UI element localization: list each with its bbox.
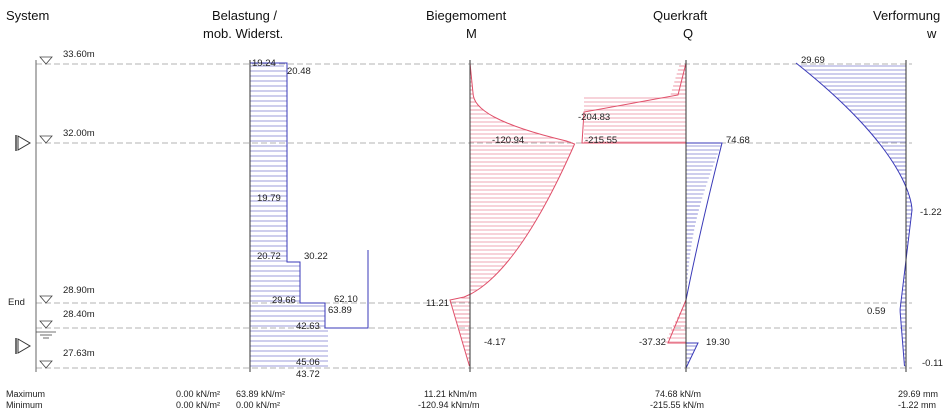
- level-label: 28.90m: [63, 285, 95, 296]
- load-value: 45.06: [296, 357, 320, 368]
- deform-curve: [795, 62, 913, 367]
- maximum-label: Maximum: [6, 389, 46, 399]
- header-moment-line1: Biegemoment: [426, 8, 507, 23]
- toe-support-icon: [17, 338, 31, 354]
- shear-value: -37.32: [639, 337, 666, 348]
- load-value: 63.89: [328, 305, 352, 316]
- minimum-label: Minimum: [6, 400, 43, 410]
- shear-curve-negative: [667, 299, 687, 344]
- moment-value: -4.17: [484, 337, 506, 348]
- deform-value: -1.22: [920, 207, 942, 218]
- header-deform-line1: Verformung: [873, 8, 941, 23]
- load-diagram: [249, 60, 369, 372]
- level-label: 28.40m: [63, 309, 95, 320]
- shear-curve-negative: [581, 62, 687, 144]
- load-value: 43.72: [296, 369, 320, 380]
- moment-max: 11.21 kNm/m: [424, 389, 477, 399]
- deform-value: 0.59: [867, 306, 886, 317]
- shear-diagram: [581, 60, 723, 372]
- moment-value: 11.21: [426, 298, 450, 309]
- shear-value: 19.30: [706, 337, 730, 348]
- header-deform-line2: w: [927, 26, 937, 41]
- level-marker-icon: [39, 360, 53, 369]
- header-load-line2: mob. Widerst.: [203, 26, 284, 41]
- load-value: 42.63: [296, 321, 320, 332]
- load-value: 62.10: [334, 294, 358, 305]
- moment-value: -215.55: [585, 135, 618, 146]
- load-max-a: 0.00 kN/m²: [176, 389, 221, 399]
- deform-min: -1.22 mm: [898, 400, 937, 410]
- header-moment-line2: M: [466, 26, 477, 41]
- level-marker-icon: [39, 135, 53, 144]
- end-label: End: [8, 297, 25, 308]
- shear-max: 74.68 kN/m: [655, 389, 702, 399]
- level-marker-icon: [39, 56, 53, 65]
- moment-min: -120.94 kNm/m: [418, 400, 480, 410]
- header-shear-line1: Querkraft: [653, 8, 708, 23]
- deform-value: 29.69: [801, 55, 825, 66]
- shear-value: 74.68: [726, 135, 750, 146]
- system-column: [15, 56, 56, 372]
- level-lines: [36, 63, 912, 369]
- level-marker-icon: [39, 295, 53, 304]
- shear-curve-positive: [685, 142, 723, 301]
- level-label: 27.63m: [63, 348, 95, 359]
- load-min-b: 0.00 kN/m²: [236, 400, 281, 410]
- deform-max: 29.69 mm: [898, 389, 939, 399]
- deformation-diagram: [795, 60, 913, 372]
- deform-value: -0.11: [922, 358, 943, 369]
- header-load-line1: Belastung /: [212, 8, 278, 23]
- header-system: System: [6, 8, 50, 23]
- load-value: 20.72: [257, 251, 281, 262]
- shear-curve-positive: [685, 342, 699, 369]
- load-min-a: 0.00 kN/m²: [176, 400, 221, 410]
- header-shear-line2: Q: [683, 26, 694, 41]
- shear-min: -215.55 kN/m: [650, 400, 705, 410]
- load-outline: [250, 62, 369, 329]
- moment-curve: [449, 62, 576, 367]
- level-label: 33.60m: [63, 49, 95, 60]
- moment-value: -120.94: [492, 135, 525, 146]
- load-value: 29.66: [272, 295, 296, 306]
- level-marker-icon: [39, 320, 53, 329]
- load-value: 20.48: [287, 66, 311, 77]
- load-value: 30.22: [304, 251, 328, 262]
- load-value: 19.24: [252, 58, 276, 69]
- level-label: 32.00m: [63, 128, 95, 139]
- moment-diagram: [449, 60, 576, 372]
- load-max-b: 63.89 kN/m²: [236, 389, 286, 399]
- anchor-support-icon: [17, 135, 31, 151]
- moment-value: -204.83: [578, 112, 611, 123]
- load-value: 19.79: [257, 193, 281, 204]
